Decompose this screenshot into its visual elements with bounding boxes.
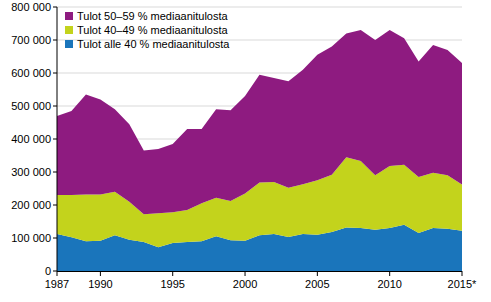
x-tick-label: 2010 (377, 278, 401, 290)
y-tick (53, 139, 57, 140)
x-tick (172, 271, 173, 276)
x-tick-label: 1995 (160, 278, 184, 290)
y-tick (53, 172, 57, 173)
x-tick-label: 1987 (45, 278, 69, 290)
y-tick (53, 271, 57, 272)
y-tick (53, 205, 57, 206)
y-tick (53, 40, 57, 41)
x-tick (245, 271, 246, 276)
legend-label: Tulot 50–59 % mediaanitulosta (77, 10, 229, 22)
legend-swatch (65, 26, 73, 34)
x-tick (462, 271, 463, 276)
legend: Tulot 50–59 % mediaanitulosta Tulot 40–49… (65, 10, 230, 50)
y-tick-label: 500 000 (11, 100, 51, 112)
axes: 0 100 000 200 000 300 000 400 000 500 000 600 … (11, 1, 477, 290)
x-tick (100, 271, 101, 276)
y-tick (53, 238, 57, 239)
y-tick-label: 400 000 (11, 133, 51, 145)
y-tick (53, 73, 57, 74)
chart: 0 100 000 200 000 300 000 400 000 500 000 600 … (0, 0, 491, 302)
grid-line (57, 7, 462, 8)
y-tick-label: 100 000 (11, 232, 51, 244)
x-tick (57, 271, 58, 276)
x-tick-label: 2015* (448, 278, 477, 290)
y-tick-label: 200 000 (11, 199, 51, 211)
areas (57, 30, 462, 271)
x-tick-label: 1990 (88, 278, 112, 290)
y-tick (53, 7, 57, 8)
y-tick-label: 0 (45, 265, 51, 277)
x-tick-label: 2000 (233, 278, 257, 290)
legend-label: Tulot 40–49 % mediaanitulosta (77, 24, 229, 36)
y-tick-label: 300 000 (11, 166, 51, 178)
y-tick (53, 106, 57, 107)
area (57, 30, 462, 214)
y-tick-label: 700 000 (11, 34, 51, 46)
y-tick-label: 800 000 (11, 1, 51, 13)
legend-swatch (65, 12, 73, 20)
x-axis-line (57, 271, 462, 272)
x-tick (389, 271, 390, 276)
y-tick-label: 600 000 (11, 67, 51, 79)
x-tick (317, 271, 318, 276)
legend-swatch (65, 40, 73, 48)
x-tick-label: 2005 (305, 278, 329, 290)
legend-label: Tulot alle 40 % mediaanitulosta (77, 38, 230, 50)
